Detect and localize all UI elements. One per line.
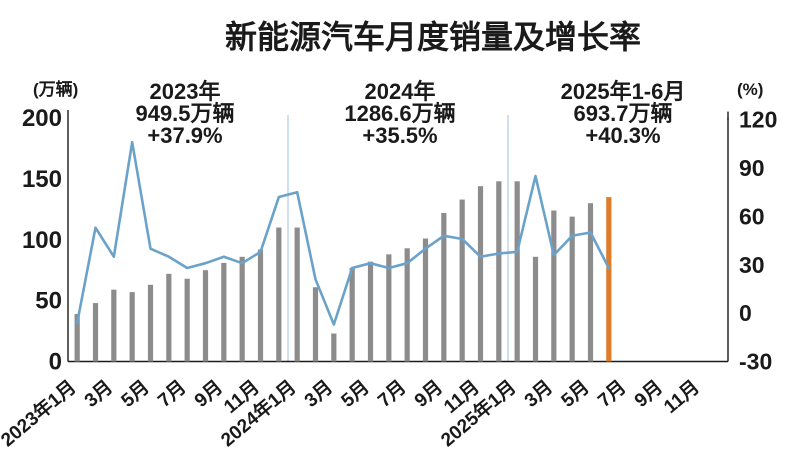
svg-text:0: 0 <box>49 349 62 376</box>
svg-text:60: 60 <box>739 203 765 229</box>
svg-text:+40.3%: +40.3% <box>585 123 660 148</box>
svg-text:90: 90 <box>739 155 765 181</box>
svg-text:(%): (%) <box>737 80 763 99</box>
svg-text:50: 50 <box>35 288 62 315</box>
svg-text:(万辆): (万辆) <box>33 79 78 99</box>
svg-text:新能源汽车月度销量及增长率: 新能源汽车月度销量及增长率 <box>225 19 641 55</box>
svg-text:100: 100 <box>22 227 62 254</box>
svg-text:+37.9%: +37.9% <box>147 123 222 148</box>
svg-text:0: 0 <box>739 300 752 326</box>
svg-text:200: 200 <box>22 105 62 132</box>
svg-text:150: 150 <box>22 166 62 193</box>
svg-text:120: 120 <box>739 107 777 133</box>
svg-text:+35.5%: +35.5% <box>362 123 437 148</box>
svg-text:30: 30 <box>739 252 765 278</box>
svg-text:-30: -30 <box>739 349 772 375</box>
